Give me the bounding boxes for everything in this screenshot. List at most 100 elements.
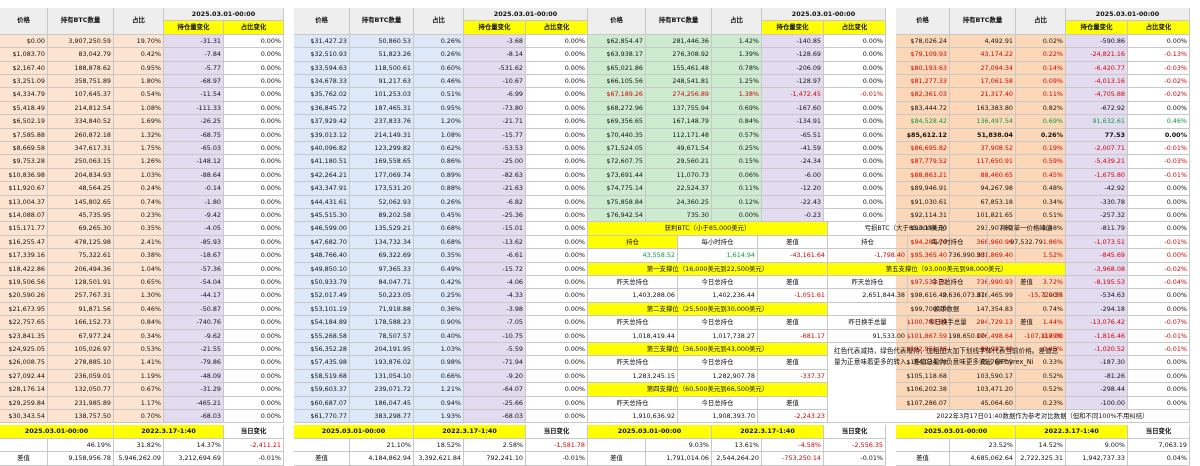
diff-label[interactable]: 差值 (758, 235, 828, 250)
footer-pct[interactable]: 21.10% (350, 438, 414, 453)
table-cell[interactable]: 0.48% (1016, 182, 1066, 196)
table-cell[interactable]: 0.00% (526, 88, 588, 102)
header-price[interactable]: 价格 (896, 8, 950, 35)
table-cell[interactable]: $85,612.12 (896, 128, 950, 142)
footer-pct[interactable]: 23.52% (950, 438, 1016, 453)
table-cell[interactable]: $20,590.26 (0, 289, 48, 303)
table-cell[interactable]: -148.12 (164, 155, 224, 169)
table-cell[interactable]: 1.03% (114, 168, 164, 183)
table-cell[interactable]: -85.93 (164, 235, 224, 250)
table-cell[interactable]: 0.00% (1128, 195, 1190, 209)
support2-diff[interactable]: -681.17 (758, 329, 828, 343)
support-header[interactable]: 差值 (758, 276, 828, 290)
table-cell[interactable]: -187.30 (1066, 356, 1128, 370)
table-cell[interactable]: $15,171.77 (0, 222, 48, 236)
table-cell[interactable]: 0.90% (414, 316, 464, 330)
table-cell[interactable]: 45,735.95 (48, 209, 114, 223)
table-cell[interactable]: 0.00% (224, 61, 284, 75)
table-cell[interactable]: -128.69 (762, 48, 824, 62)
table-cell[interactable]: 4,492.91 (950, 34, 1016, 49)
table-cell[interactable]: $48,766.40 (294, 249, 350, 263)
table-cell[interactable]: 0.00% (1128, 356, 1190, 370)
header-change-ratio[interactable]: 占比变化 (224, 21, 284, 35)
table-cell[interactable]: $92,114.31 (896, 209, 950, 223)
table-cell[interactable]: -15.72 (464, 262, 526, 276)
table-cell[interactable]: 334,840.52 (48, 115, 114, 129)
table-cell[interactable]: 0.00% (224, 48, 284, 62)
holders-label[interactable]: 所有单一价格峰值 (988, 222, 1066, 236)
table-cell[interactable]: 17,061.58 (950, 75, 1016, 89)
table-cell[interactable]: 112,171.48 (646, 128, 712, 142)
table-cell[interactable]: -4,705.88 (1066, 88, 1128, 102)
table-cell[interactable]: $16,255.47 (0, 235, 48, 250)
table-cell[interactable]: -13,076.42 (1066, 316, 1128, 330)
table-cell[interactable]: 0.14% (1016, 61, 1066, 75)
table-cell[interactable]: 0.46% (114, 302, 164, 317)
table-cell[interactable]: -111.33 (164, 101, 224, 116)
table-cell[interactable]: 0.00% (224, 276, 284, 290)
table-cell[interactable]: 84,047.71 (350, 276, 414, 290)
table-cell[interactable]: $74,775.14 (588, 182, 646, 196)
table-cell[interactable]: $8,669.58 (0, 142, 48, 156)
table-cell[interactable]: $31,427.23 (294, 34, 350, 49)
table-cell[interactable]: 0.00% (526, 276, 588, 290)
table-cell[interactable]: 0.00% (526, 235, 588, 250)
table-cell[interactable]: -10.75 (464, 329, 526, 343)
footer-date-a[interactable]: 2025.03.01-00:00 (294, 425, 414, 439)
table-cell[interactable]: -0.01% (1128, 142, 1190, 156)
table-cell[interactable]: $107,286.07 (896, 396, 950, 410)
table-cell[interactable]: 77.53 (1066, 128, 1128, 142)
footer-change[interactable]: -1,581.78 (526, 438, 588, 453)
table-cell[interactable]: -531.62 (464, 61, 526, 75)
table-cell[interactable]: -68.97 (164, 75, 224, 89)
table-cell[interactable]: 0.00% (224, 195, 284, 209)
table-cell[interactable]: -0.03% (1128, 61, 1190, 75)
table-cell[interactable]: 0.62% (414, 142, 464, 156)
support4-yesterday[interactable]: 1,910,636.92 (588, 410, 678, 424)
table-cell[interactable]: $23,841.35 (0, 329, 48, 343)
footer-pct[interactable]: 14.37% (164, 438, 224, 453)
table-cell[interactable]: 0.22% (1016, 48, 1066, 62)
table-cell[interactable]: 0.00% (224, 168, 284, 183)
footer-value[interactable]: 0.04% (1128, 452, 1190, 466)
table-cell[interactable]: 0.00% (526, 195, 588, 209)
table-cell[interactable]: 155,461.48 (646, 61, 712, 75)
table-cell[interactable]: $52,017.49 (294, 289, 350, 303)
table-cell[interactable]: 0.19% (1016, 142, 1066, 156)
support1-title[interactable]: 第一支撑位（16,000美元到22,500美元） (588, 262, 828, 276)
table-cell[interactable]: 0.00% (224, 289, 284, 303)
table-cell[interactable]: 107,645.37 (48, 88, 114, 102)
table-cell[interactable]: $91,030.61 (896, 195, 950, 209)
table-cell[interactable]: 69,265.30 (48, 222, 114, 236)
table-cell[interactable]: -71.94 (464, 356, 526, 370)
table-cell[interactable]: 0.00% (526, 396, 588, 410)
table-cell[interactable]: $24,925.05 (0, 343, 48, 357)
header-change-ratio[interactable]: 占比变化 (1128, 21, 1190, 35)
table-cell[interactable]: 383,298.77 (350, 410, 414, 424)
table-cell[interactable]: 0.59% (1016, 155, 1066, 169)
profit-label[interactable]: 获利BTC（小于85,000美元） (588, 222, 828, 236)
table-cell[interactable]: 0.00% (526, 34, 588, 49)
table-cell[interactable]: -167.60 (762, 101, 824, 116)
table-cell[interactable]: $78,026.24 (896, 34, 950, 49)
table-cell[interactable]: 347,617.31 (48, 142, 114, 156)
footer-value[interactable]: 792,241.10 (464, 452, 526, 466)
table-cell[interactable]: 67,853.18 (950, 195, 1016, 209)
table-cell[interactable]: 0.00% (526, 61, 588, 75)
table-cell[interactable]: -330.78 (1066, 195, 1128, 209)
table-cell[interactable]: 136,497.54 (950, 115, 1016, 129)
table-cell[interactable]: 52,062.93 (350, 195, 414, 209)
table-cell[interactable]: 204,191.95 (350, 343, 414, 357)
table-cell[interactable]: $89,946.91 (896, 182, 950, 196)
table-cell[interactable]: 0.00% (526, 182, 588, 196)
table-cell[interactable]: 166,152.73 (48, 316, 114, 330)
table-cell[interactable]: -740.76 (164, 316, 224, 330)
table-cell[interactable]: 0.00% (1128, 383, 1190, 397)
table-cell[interactable]: -48.09 (164, 369, 224, 384)
table-cell[interactable]: 0.45% (414, 209, 464, 223)
table-cell[interactable]: 0.00% (1128, 101, 1190, 116)
table-cell[interactable]: -64.07 (464, 383, 526, 397)
table-cell[interactable]: -100.00 (1066, 396, 1128, 410)
table-cell[interactable]: $37,929.42 (294, 115, 350, 129)
table-cell[interactable]: 178,588.23 (350, 316, 414, 330)
